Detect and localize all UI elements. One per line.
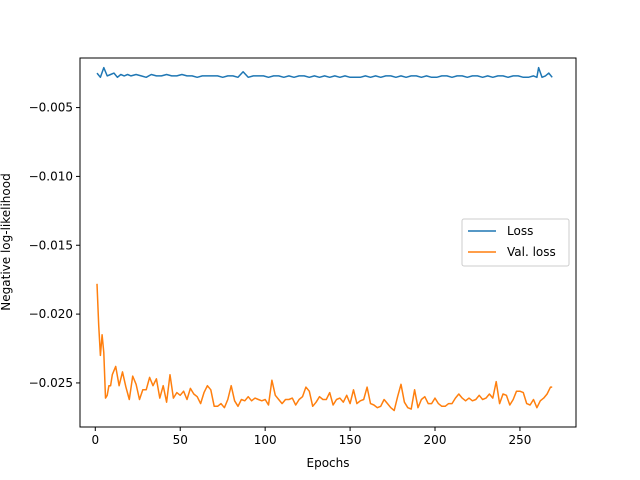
x-tick-label: 250 [508, 433, 531, 447]
y-tick-label: −0.005 [29, 101, 73, 115]
y-tick-label: −0.020 [29, 307, 73, 321]
legend-label: Val. loss [507, 245, 556, 259]
y-tick-label: −0.025 [29, 376, 73, 390]
series-line-val-loss [96, 283, 553, 412]
x-tick-label: 0 [91, 433, 99, 447]
x-axis-label: Epochs [307, 456, 350, 470]
y-axis-label: Negative log-likelihood [0, 173, 13, 310]
x-tick-label: 150 [339, 433, 362, 447]
legend-label: Loss [507, 224, 533, 238]
legend: Loss Val. loss [461, 218, 570, 267]
x-tick-label: 50 [173, 433, 188, 447]
y-tick-label: −0.010 [29, 169, 73, 183]
y-axis: −0.025 −0.020 −0.015 −0.010 −0.005 [29, 101, 80, 390]
x-axis: 0 50 100 150 200 250 [91, 427, 531, 447]
x-tick-label: 200 [424, 433, 447, 447]
y-tick-label: −0.015 [29, 238, 73, 252]
plot-frame [79, 57, 577, 428]
series-line-loss [96, 66, 553, 79]
x-tick-label: 100 [254, 433, 277, 447]
series-layer [96, 66, 553, 412]
